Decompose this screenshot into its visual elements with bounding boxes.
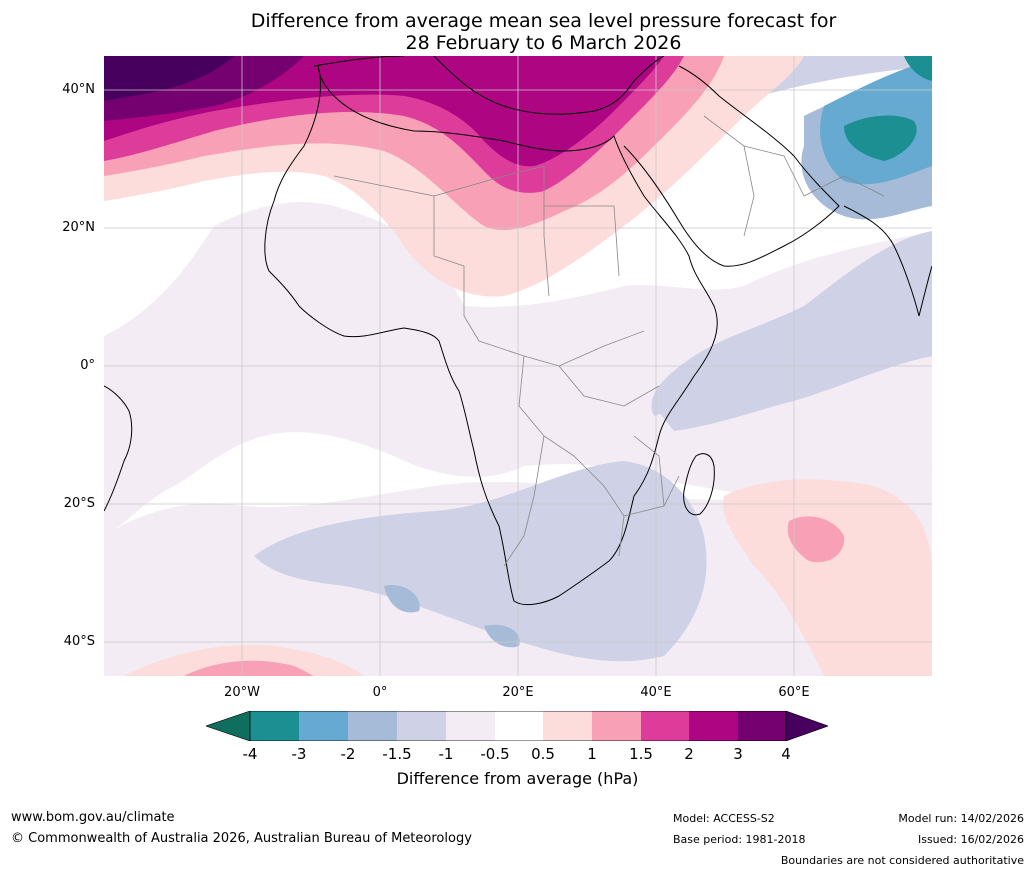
pressure-anomaly-map [104, 56, 932, 676]
contour-southeast-light-pink [723, 479, 932, 676]
colorbar-segment [397, 711, 446, 741]
colorbar-tick: -1 [438, 745, 454, 763]
title-line-2: 28 February to 6 March 2026 [405, 32, 682, 54]
india-coastline [843, 205, 932, 317]
arabia-coastline [623, 65, 840, 267]
lat-label-equator: 0° [80, 358, 95, 373]
graticule [104, 56, 932, 676]
lon-label-20w: 20°W [224, 685, 260, 700]
colorbar-tick: 1 [587, 745, 597, 763]
contour-southeast-pink [787, 516, 845, 563]
lon-label-40e: 40°E [640, 685, 672, 700]
coastlines [104, 56, 932, 606]
colorbar-tick: 4 [781, 745, 791, 763]
contour-southwest-light-pink [124, 645, 364, 676]
colorbar-tick: 3 [733, 745, 743, 763]
colorbar-tick: -3 [291, 745, 307, 763]
footer-copyright: © Commonwealth of Australia 2026, Austra… [11, 831, 472, 846]
colorbar-label: Difference from average (hPa) [396, 769, 639, 788]
contour-southwest-pink [184, 660, 314, 676]
colorbar-segment [495, 711, 543, 741]
contour-east-bluegrey [651, 56, 932, 416]
colorbar-segment-above-4 [785, 710, 829, 742]
footer-model: Model: ACCESS-S2 [673, 812, 775, 825]
title-line-1: Difference from average mean sea level p… [250, 10, 837, 32]
map-title: Difference from average mean sea level p… [0, 10, 1035, 54]
lat-label-40n: 40°N [62, 82, 95, 97]
colorbar-tick: 0.5 [531, 745, 555, 763]
colorbar-tick: -4 [242, 745, 258, 763]
colorbar-segment [689, 711, 738, 741]
footer-issued: Issued: 16/02/2026 [917, 833, 1024, 846]
colorbar-segment [250, 711, 299, 741]
colorbar-tick: -1.5 [382, 745, 412, 763]
contour-east-teal [844, 115, 917, 161]
colorbar-tick: 1.5 [629, 745, 653, 763]
colorbar-tick: -2 [340, 745, 356, 763]
colorbar-segment [641, 711, 689, 741]
colorbar [205, 710, 829, 742]
footer-disclaimer: Boundaries are not considered authoritat… [780, 854, 1024, 867]
footer-base-period: Base period: 1981-2018 [673, 833, 806, 846]
colorbar-segment [446, 711, 495, 741]
africa-coastline [264, 65, 718, 606]
colorbar-segment [299, 711, 348, 741]
map-canvas [104, 56, 932, 676]
lat-label-40s: 40°S [63, 634, 95, 649]
colorbar-tick: -0.5 [480, 745, 510, 763]
country-borders [333, 115, 885, 567]
footer-website: www.bom.gov.au/climate [11, 810, 175, 825]
europe-coastline [313, 56, 665, 115]
colorbar-tick: 2 [684, 745, 694, 763]
colorbar-segment [348, 711, 397, 741]
colorbar-canvas [205, 710, 829, 742]
contour-south-blue [384, 585, 420, 613]
lat-label-20n: 20°N [62, 220, 95, 235]
madagascar-coastline [683, 453, 715, 516]
lon-label-0: 0° [372, 685, 388, 700]
colorbar-segment [543, 711, 592, 741]
colorbar-segment [592, 711, 641, 741]
south-america-coastline [104, 385, 133, 512]
lat-label-20s: 20°S [63, 496, 95, 511]
contour-indian-ocean-bluegrey [654, 296, 932, 431]
colorbar-segment [738, 711, 786, 741]
contour-south-bluegrey [254, 461, 707, 662]
lon-label-20e: 20°E [502, 685, 534, 700]
contour-east-teal-2 [904, 56, 932, 81]
lon-label-60e: 60°E [778, 685, 810, 700]
footer-model-run: Model run: 14/02/2026 [898, 812, 1024, 825]
colorbar-segment-below-4 [205, 710, 251, 742]
